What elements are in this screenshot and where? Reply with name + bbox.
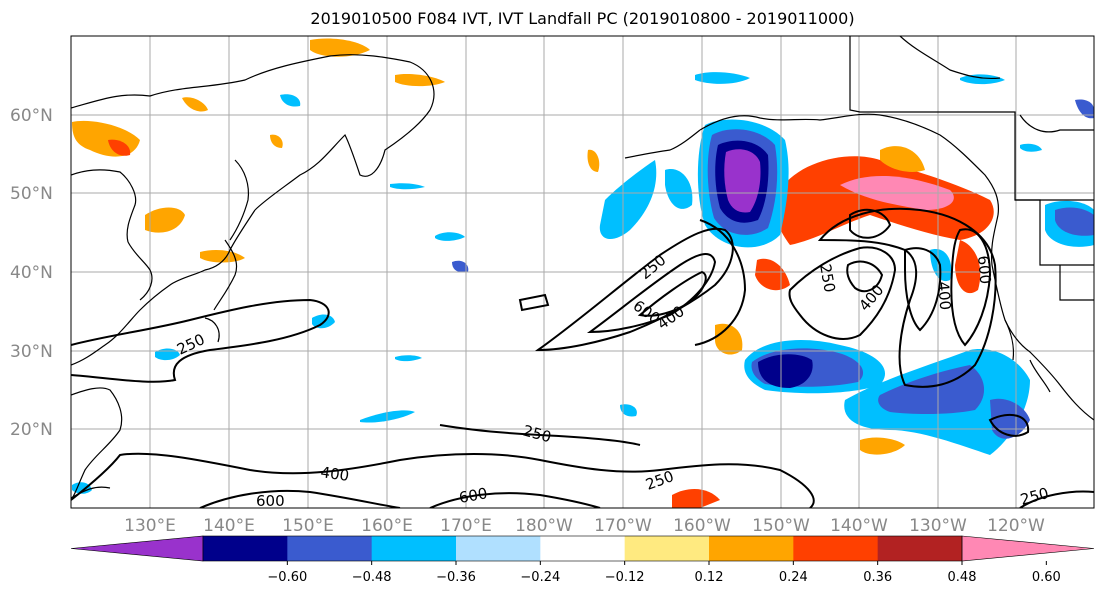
colorbar-tick-label: 0.36 <box>863 570 892 585</box>
lon-label: 140°W <box>830 516 888 536</box>
colorbar-tick-label: −0.12 <box>605 570 645 585</box>
colorbar-tick-label: −0.36 <box>436 570 476 585</box>
colorbar-tick-label: −0.24 <box>520 570 560 585</box>
lon-label: 150°W <box>752 516 810 536</box>
ivt-contours <box>71 207 1094 508</box>
colorbar-tick-label: −0.60 <box>267 570 307 585</box>
colorbar-segment <box>624 536 710 561</box>
colorbar-segment <box>877 536 963 561</box>
lon-label: 160°W <box>673 516 731 536</box>
colorbar-segments <box>70 535 1095 562</box>
map-frame <box>70 35 1095 509</box>
lat-label: 20°N <box>10 420 53 440</box>
lat-label: 50°N <box>10 184 53 204</box>
lon-label: 180°W <box>515 516 573 536</box>
colorbar-segment <box>287 536 373 561</box>
lat-label: 40°N <box>10 263 53 283</box>
colorbar-extend-low <box>70 535 204 562</box>
colorbar: −0.60 −0.48 −0.36 −0.24 −0.12 0.12 0.24 0.36 0.4… <box>70 535 1095 585</box>
colorbar-tick-label: −0.48 <box>352 570 392 585</box>
contour-label: 400 <box>319 463 350 485</box>
lon-label: 140°E <box>203 516 255 536</box>
contour-label: 400 <box>934 281 954 311</box>
colorbar-segment <box>456 536 541 561</box>
colorbar-tick-label: 0.48 <box>948 570 977 585</box>
contour-label: 600 <box>256 492 285 510</box>
map-title: 2019010500 F084 IVT, IVT Landfall PC (20… <box>310 9 855 28</box>
coastlines <box>71 36 1094 501</box>
lon-label: 150°E <box>282 516 334 536</box>
contour-label: 250 <box>1018 484 1050 509</box>
lon-label: 130°W <box>909 516 967 536</box>
colorbar-segment <box>371 536 457 561</box>
colorbar-tick-label: 0.24 <box>779 570 808 585</box>
colorbar-segment <box>709 536 794 561</box>
contour-label: 250 <box>816 263 839 294</box>
longitude-labels: 130°E 140°E 150°E 160°E 170°E 180°W 170°… <box>124 516 1045 536</box>
lat-label: 60°N <box>10 106 53 126</box>
colorbar-segment <box>203 536 288 561</box>
lon-label: 130°E <box>124 516 176 536</box>
colorbar-segment <box>540 536 626 561</box>
contour-label: 600 <box>974 255 994 285</box>
lon-label: 170°W <box>594 516 652 536</box>
lon-label: 170°E <box>440 516 492 536</box>
colorbar-frame <box>202 535 963 562</box>
colorbar-ticks: −0.60 −0.48 −0.36 −0.24 −0.12 0.12 0.24 0.36 0.4… <box>267 561 1061 585</box>
latitude-labels: 60°N 50°N 40°N 30°N 20°N <box>10 106 53 440</box>
colorbar-tick-label: 0.60 <box>1032 570 1061 585</box>
colorbar-tick-label: 0.12 <box>695 570 724 585</box>
lon-label: 120°W <box>987 516 1045 536</box>
map-panel: 250 600 400 250 400 400 600 250 250 400 … <box>70 35 1095 510</box>
contour-label: 600 <box>458 484 489 507</box>
positive-anomaly-shading <box>72 38 994 508</box>
colorbar-segment <box>793 536 879 561</box>
colorbar-extend-high <box>961 535 1095 562</box>
lon-label: 160°E <box>361 516 413 536</box>
lat-label: 30°N <box>10 342 53 362</box>
